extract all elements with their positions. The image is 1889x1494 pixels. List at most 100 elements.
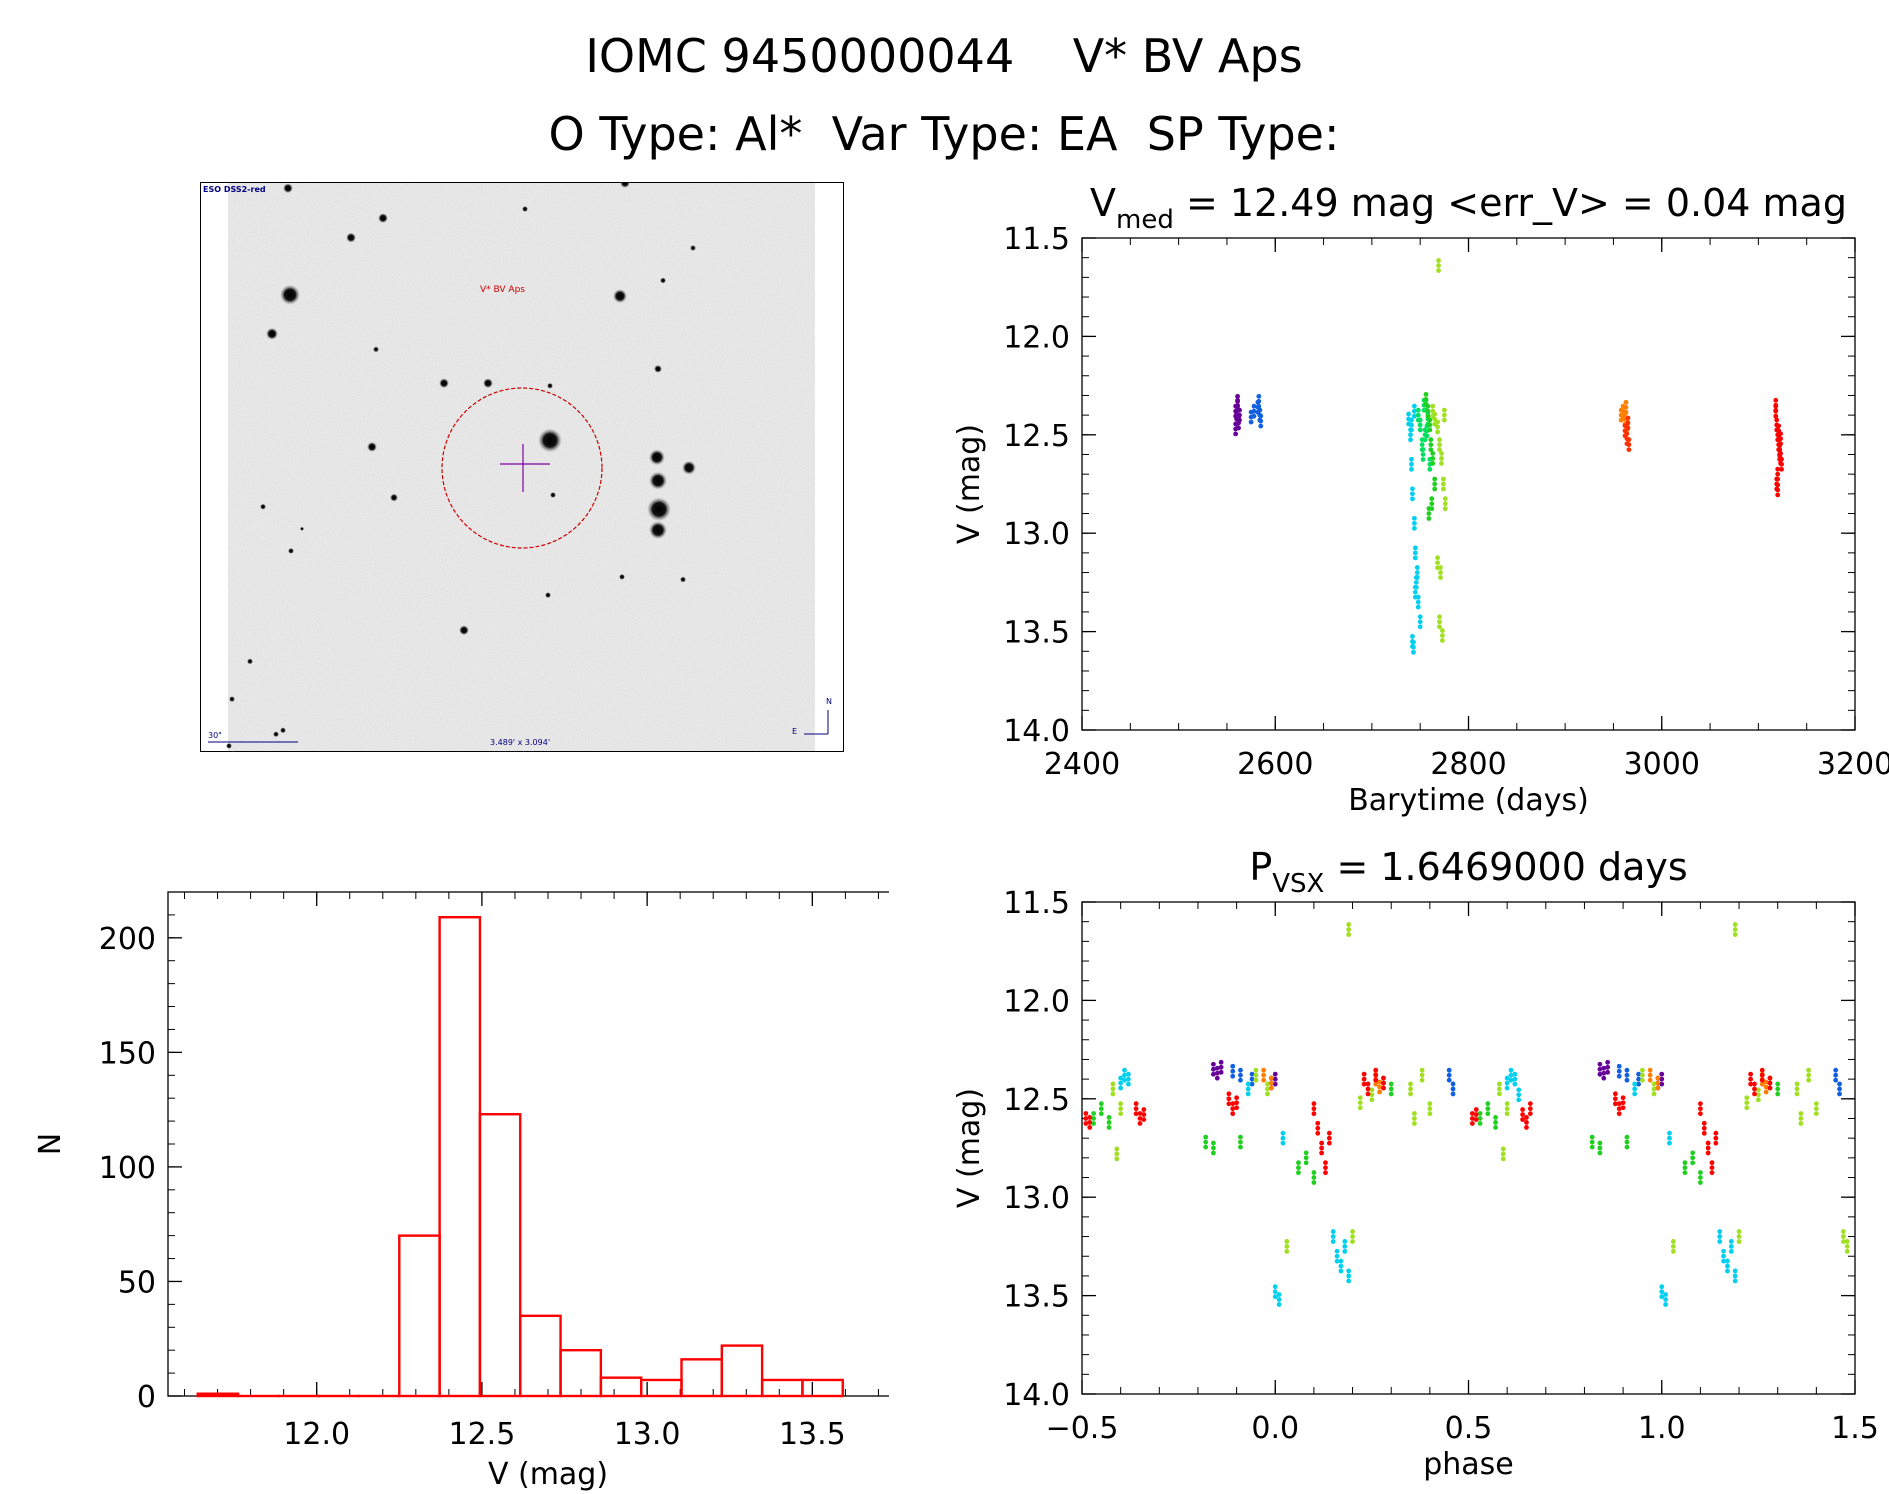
data-point	[1437, 619, 1442, 625]
data-point	[1427, 1101, 1433, 1107]
data-point	[1485, 1111, 1491, 1117]
data-point	[1477, 1111, 1483, 1116]
data-point	[1721, 1248, 1726, 1254]
data-point	[1736, 1229, 1742, 1234]
data-point	[1438, 565, 1443, 570]
data-point	[1717, 1229, 1723, 1234]
data-point	[1226, 1101, 1232, 1107]
y-tick-label: 50	[118, 1265, 156, 1300]
data-point	[1365, 1091, 1371, 1097]
data-point	[1272, 1294, 1278, 1300]
data-point	[1411, 413, 1417, 419]
data-point	[1477, 1116, 1483, 1121]
data-point	[1114, 1151, 1120, 1157]
data-point	[1632, 1081, 1638, 1087]
star	[373, 346, 379, 353]
data-point	[1508, 1072, 1514, 1078]
data-point	[1125, 1071, 1131, 1077]
data-point	[1620, 1095, 1626, 1101]
data-point	[1709, 1160, 1715, 1166]
data-point	[1426, 506, 1432, 511]
data-point	[1775, 482, 1781, 488]
data-point	[1422, 437, 1428, 443]
data-point	[1773, 402, 1779, 408]
data-point	[1417, 422, 1423, 428]
histogram-bar	[196, 1392, 240, 1398]
plot-frame	[167, 891, 889, 1397]
data-point	[1315, 1125, 1321, 1131]
data-point	[1732, 1273, 1738, 1279]
data-point	[1409, 422, 1414, 428]
data-point	[1425, 408, 1431, 414]
data-point	[1238, 1067, 1243, 1073]
x-tick-label: 2400	[1044, 747, 1120, 782]
data-point	[1755, 1087, 1761, 1093]
data-point	[1728, 1239, 1734, 1244]
data-point	[1755, 1092, 1761, 1098]
data-point	[1326, 1135, 1332, 1141]
star	[649, 521, 667, 540]
data-point	[1732, 922, 1738, 927]
data-point	[1411, 520, 1417, 526]
data-point	[1441, 412, 1447, 418]
data-point	[1777, 452, 1783, 457]
histogram-bar	[478, 1113, 522, 1398]
data-point	[1417, 614, 1423, 620]
data-point	[1728, 1244, 1734, 1249]
histogram-bars	[196, 915, 844, 1398]
data-point	[1437, 624, 1442, 630]
data-point	[1218, 1064, 1224, 1070]
data-point	[1682, 1160, 1688, 1166]
north-label: N	[826, 697, 832, 706]
data-point	[1438, 575, 1443, 580]
data-point	[1632, 1086, 1638, 1092]
x-axis-label: V (mag)	[488, 1457, 608, 1492]
data-point	[1342, 1239, 1348, 1244]
data-point	[1779, 466, 1784, 472]
data-point	[1709, 1170, 1715, 1176]
data-point	[1118, 1080, 1124, 1086]
data-point	[1388, 1086, 1394, 1092]
east-label: E	[792, 727, 797, 736]
data-point	[1381, 1075, 1386, 1081]
data-point	[1667, 1130, 1672, 1136]
data-point	[1311, 1175, 1317, 1180]
data-point	[1597, 1066, 1603, 1072]
data-point	[1330, 1234, 1336, 1239]
data-point	[1623, 409, 1629, 415]
data-point	[1118, 1101, 1124, 1107]
data-point	[1773, 397, 1779, 403]
data-point	[1118, 1111, 1124, 1117]
data-point	[1655, 1080, 1661, 1086]
data-point	[1841, 1234, 1846, 1239]
data-point	[1409, 461, 1414, 467]
data-point	[1435, 424, 1440, 430]
data-point	[1409, 466, 1414, 472]
data-point	[1440, 633, 1445, 638]
y-tick-label: 11.5	[1003, 222, 1070, 257]
data-point	[1690, 1150, 1696, 1156]
data-point	[1438, 570, 1443, 575]
data-point	[1624, 1134, 1630, 1140]
data-point	[1763, 1079, 1769, 1085]
data-point	[1500, 1146, 1506, 1152]
star	[439, 378, 449, 389]
star	[649, 471, 667, 490]
data-point	[1338, 1263, 1344, 1269]
data-point	[1442, 501, 1448, 507]
data-point	[1276, 1297, 1282, 1302]
series-g8	[1622, 415, 1632, 453]
data-point	[1441, 417, 1447, 423]
star	[547, 382, 553, 389]
data-point	[1411, 639, 1416, 645]
star	[280, 284, 300, 305]
data-point	[1415, 599, 1421, 605]
data-point	[1755, 1097, 1761, 1103]
data-point	[1504, 1111, 1510, 1117]
data-point	[1420, 447, 1426, 452]
series-yellowgreen	[1110, 922, 1850, 1254]
data-point	[1420, 452, 1426, 457]
data-point	[1234, 1105, 1239, 1111]
data-point	[1137, 1116, 1143, 1121]
data-point	[1728, 1249, 1734, 1254]
